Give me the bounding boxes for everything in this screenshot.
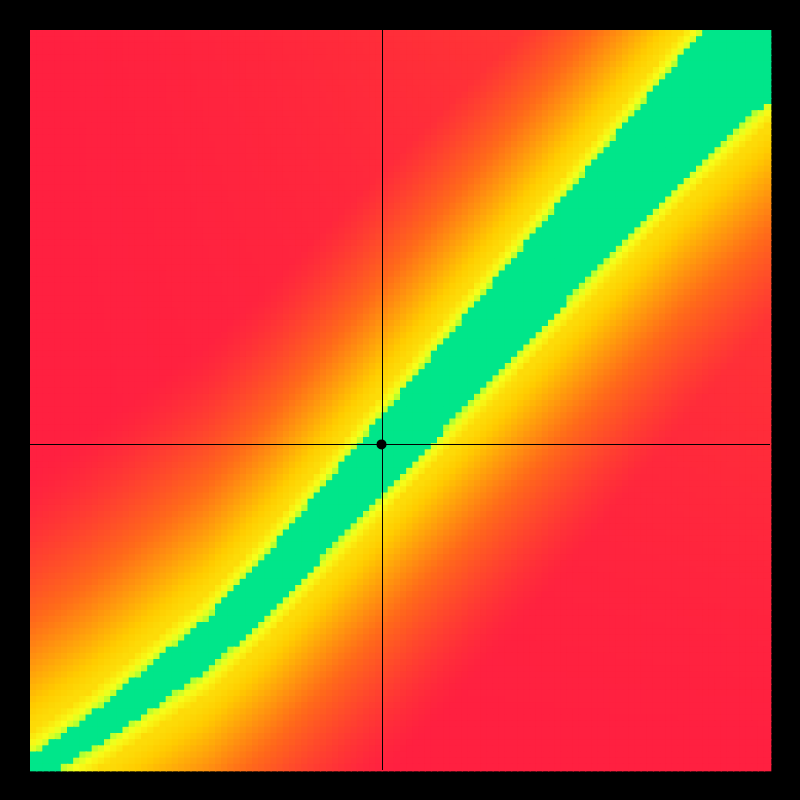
chart-container: TheBottleneck.com	[0, 0, 800, 800]
bottleneck-heatmap	[0, 0, 800, 800]
